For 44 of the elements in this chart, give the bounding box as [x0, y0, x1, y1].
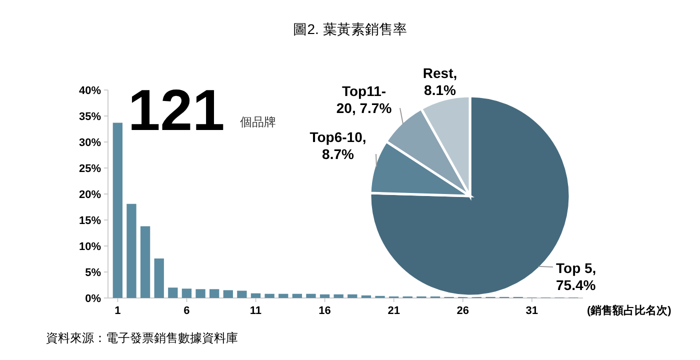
y-tick-label: 30%	[78, 136, 102, 149]
x-tick-label: 16	[318, 305, 331, 317]
x-tick-label: 26	[456, 305, 469, 317]
y-tick-label: 35%	[78, 110, 102, 123]
bar	[292, 294, 302, 298]
chart-title: 圖2. 葉黃素銷售率	[293, 21, 407, 37]
y-tick-label: 20%	[78, 188, 102, 201]
x-tick-label: 1	[114, 305, 121, 317]
bar	[112, 122, 122, 298]
bar	[196, 289, 206, 298]
annotation: 個品牌	[240, 115, 276, 129]
bar	[361, 295, 372, 298]
x-tick-label: 31	[526, 305, 538, 317]
bar	[168, 288, 178, 298]
y-tick-label: 0%	[85, 292, 102, 305]
x-tick-label: 6	[184, 305, 190, 317]
x-tick-label: 21	[388, 305, 400, 317]
slice-label: Top11-20, 7.7%	[336, 83, 392, 116]
y-tick-label: 25%	[78, 162, 102, 175]
bar	[278, 294, 288, 298]
bar	[126, 204, 136, 298]
bar	[223, 290, 233, 298]
slice-label: Top6-10, 8.7%	[310, 129, 366, 162]
slice-label: Top 5, 75.4%	[556, 260, 596, 293]
bar	[209, 289, 220, 298]
y-tick-label: 10%	[78, 240, 102, 253]
slice-label: Rest, 8.1%	[422, 65, 458, 98]
bar	[250, 293, 261, 298]
bar	[140, 226, 150, 298]
bar	[182, 288, 192, 298]
bar	[320, 294, 330, 298]
source-note: 資料來源：電子發票銷售數據資料庫	[46, 331, 238, 345]
y-tick-label: 15%	[78, 214, 102, 227]
bar	[154, 258, 164, 298]
annotation: 121	[128, 78, 225, 143]
y-tick-label: 5%	[85, 266, 102, 279]
x-tick-label: 11	[250, 305, 262, 317]
bar	[334, 294, 344, 298]
y-tick-label: 40%	[78, 84, 102, 97]
bar	[264, 294, 274, 298]
bar	[306, 294, 316, 298]
bar	[348, 294, 358, 298]
x-axis-title: (銷售額占比名次)	[587, 304, 672, 317]
bar	[237, 290, 247, 298]
